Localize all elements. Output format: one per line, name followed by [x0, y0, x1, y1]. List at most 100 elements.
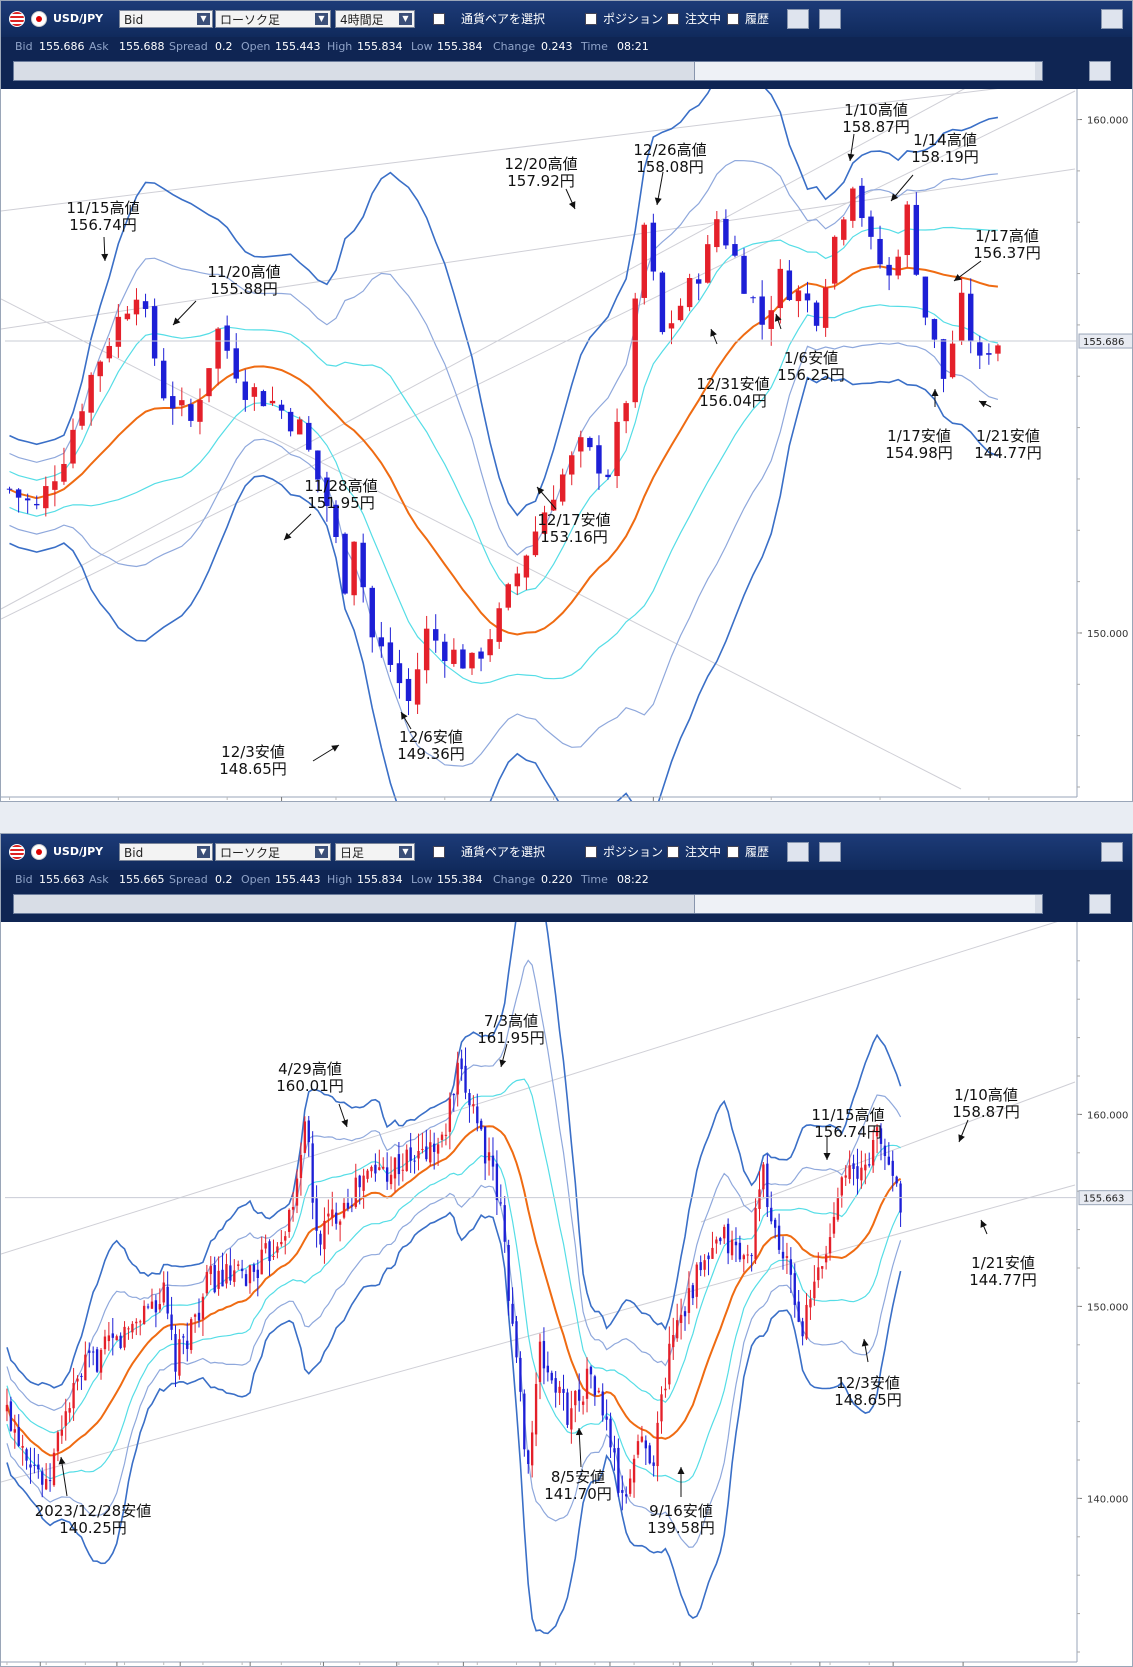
timeframe-select[interactable]: 4時間足 ▼ [335, 10, 415, 28]
candle-body [813, 302, 820, 326]
candle-body [738, 1242, 742, 1260]
candle-body [229, 1265, 232, 1281]
candle-body [278, 404, 285, 411]
candle-body [636, 1441, 640, 1455]
navigator-track[interactable] [13, 61, 1043, 81]
candle-body [664, 1388, 667, 1391]
annotation-date: 1/17安値 [887, 427, 951, 445]
candle-body [99, 1349, 103, 1373]
candle-body [369, 587, 375, 638]
ask-label: Ask [89, 873, 109, 886]
zoom-icon[interactable] [1089, 894, 1111, 914]
price-chart-daily[interactable]: 160.000150.000140.000155.6632024-01-0202… [1, 922, 1132, 1666]
candle-body [197, 1312, 201, 1321]
annotation-date: 8/5安値 [551, 1468, 605, 1486]
bid-value: 155.663 [39, 873, 85, 886]
candle-body [17, 1426, 20, 1446]
bollinger-band-1sigma-lower [9, 304, 999, 685]
candle-body [174, 1334, 177, 1372]
chart-window-icon[interactable] [819, 9, 841, 29]
chart-window-icon[interactable] [819, 842, 841, 862]
candle-body [703, 1260, 706, 1270]
orders-checkbox[interactable] [667, 846, 679, 858]
history-checkbox[interactable] [727, 846, 739, 858]
candle-body [656, 1422, 659, 1467]
candle-body [668, 1343, 671, 1385]
annotation-arrowhead [401, 712, 408, 720]
navigator-window[interactable] [694, 895, 1035, 913]
timeframe-select[interactable]: 日足 ▼ [335, 843, 415, 861]
candle-body [346, 1202, 350, 1209]
candle-body [206, 368, 212, 397]
select-pair-checkbox[interactable] [433, 846, 445, 858]
zoom-icon[interactable] [1089, 61, 1111, 81]
bid-label: Bid [15, 873, 33, 886]
price-chart-4h[interactable]: 160.000150.000155.68612-022025-01-0111/1… [1, 89, 1132, 801]
time-label: Time [581, 40, 608, 53]
candle-body [382, 1166, 385, 1169]
candle-body [248, 1265, 252, 1284]
chart-settings-icon[interactable] [787, 842, 809, 862]
candle-body [679, 1314, 683, 1323]
currency-pair-label[interactable]: USD/JPY [53, 845, 104, 858]
candle-body [495, 1163, 499, 1201]
annotation-date: 12/31安値 [696, 375, 769, 393]
candle-body [111, 1333, 114, 1338]
ask-value: 155.688 [119, 40, 165, 53]
trend-line [1, 89, 998, 212]
candle-body [640, 1436, 644, 1442]
select-pair-label: 通貨ペアを選択 [461, 12, 546, 26]
collapse-icon[interactable] [1101, 842, 1123, 862]
candle-body [848, 1165, 851, 1179]
change-value: 0.220 [541, 873, 573, 886]
candle-body [421, 1148, 424, 1150]
price-type-select[interactable]: Bid ▼ [119, 10, 213, 28]
select-pair-checkbox[interactable] [433, 13, 445, 25]
candle-body [15, 489, 22, 498]
candle-body [385, 1167, 389, 1182]
candle-body [759, 296, 765, 325]
candle-body [566, 1392, 569, 1425]
candle-body [189, 1319, 193, 1350]
candle-body [360, 542, 366, 588]
position-checkbox[interactable] [585, 846, 597, 858]
annotation-date: 1/21安値 [971, 1254, 1035, 1272]
candle-body [786, 270, 793, 300]
candle-body [296, 419, 303, 435]
bollinger-band-3sigma-upper [9, 89, 999, 517]
navigator-track[interactable] [13, 894, 1043, 914]
candle-body [342, 533, 348, 594]
candle-body [958, 292, 965, 342]
annotation-price: 161.95円 [477, 1029, 545, 1047]
chart-settings-icon[interactable] [787, 9, 809, 29]
annotation-price: 154.98円 [885, 444, 953, 462]
candle-body [215, 328, 221, 369]
position-checkbox[interactable] [585, 13, 597, 25]
collapse-icon[interactable] [1101, 9, 1123, 29]
annotation-arrowhead [101, 253, 109, 261]
chart-type-select[interactable]: ローソク足 ▼ [215, 843, 331, 861]
chart-type-select[interactable]: ローソク足 ▼ [215, 10, 331, 28]
navigator-strip [1, 57, 1132, 89]
candle-body [44, 1479, 48, 1490]
candle-body [43, 486, 49, 509]
navigator-window[interactable] [694, 62, 1035, 80]
candle-body [773, 1219, 777, 1228]
price-type-select[interactable]: Bid ▼ [119, 843, 213, 861]
annotation-price: 160.01円 [276, 1077, 344, 1095]
candle-body [233, 348, 239, 379]
candle-body [311, 1143, 314, 1203]
candle-body [287, 1209, 291, 1232]
annotation-arrowhead [568, 201, 576, 209]
annotation-arrowhead [954, 274, 962, 281]
currency-pair-label[interactable]: USD/JPY [53, 12, 104, 25]
candle-body [868, 1164, 871, 1166]
annotation-date: 7/3高値 [484, 1012, 538, 1030]
candle-body [601, 1391, 604, 1416]
orders-checkbox[interactable] [667, 13, 679, 25]
candle-body [478, 651, 484, 659]
annotation-price: 156.25円 [777, 366, 845, 384]
history-checkbox[interactable] [727, 13, 739, 25]
current-price-label: 155.686 [1083, 337, 1124, 348]
candle-body [205, 1271, 209, 1294]
